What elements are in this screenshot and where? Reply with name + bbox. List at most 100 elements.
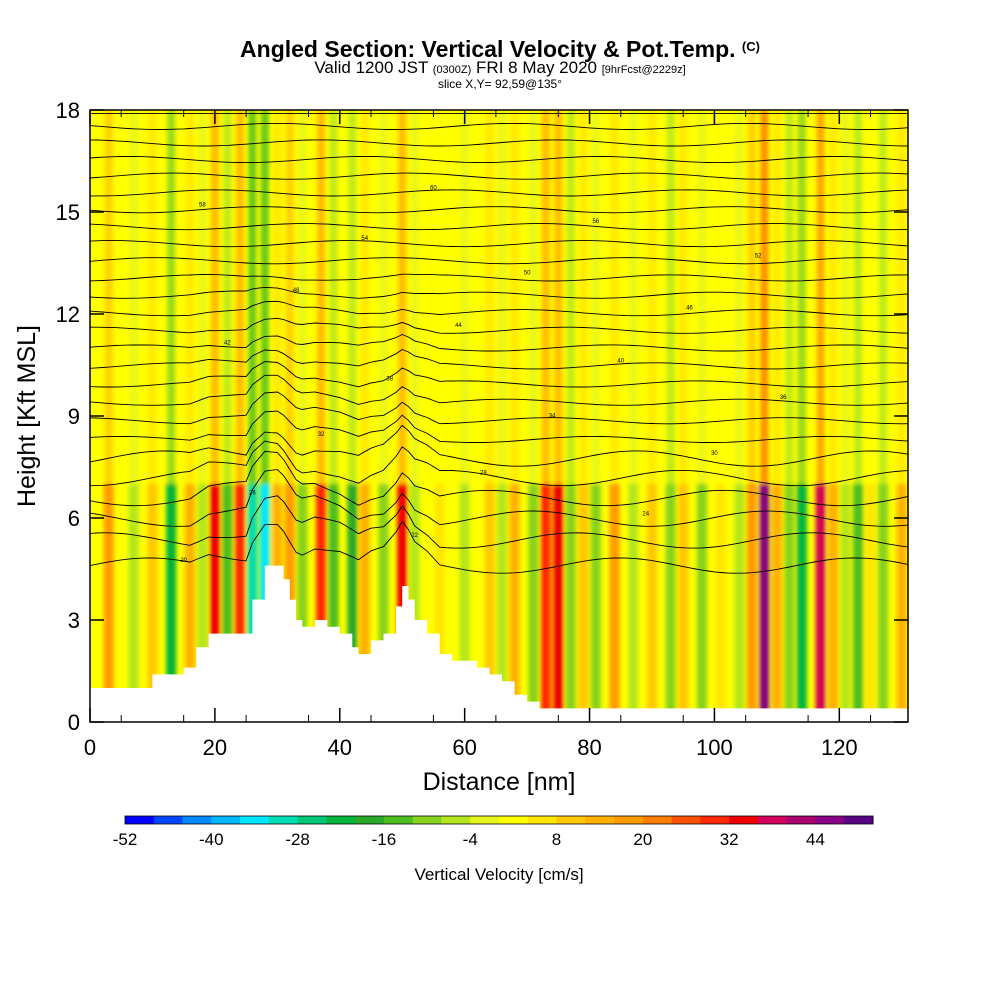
theta-contour-label: 38 [386,377,393,383]
velocity-column-upper [485,110,494,484]
x-tick-label: 120 [821,735,858,760]
theta-contour-label: 50 [524,271,531,277]
velocity-column-upper [167,110,176,484]
velocity-column [878,484,889,722]
colorbar-swatch [326,816,356,824]
velocity-column [628,484,639,722]
velocity-column-upper [379,110,388,484]
theta-contour-line [90,317,908,334]
velocity-column-upper [329,110,338,484]
colorbar-swatch [441,816,471,824]
x-tick-label: 20 [203,735,227,760]
theta-contour-line [90,206,908,214]
theta-contour-line [90,223,908,231]
x-tick-label: 80 [577,735,601,760]
theta-contour-label: 42 [224,341,231,347]
theta-contour-label: 58 [199,202,206,208]
theta-contour-label: 54 [361,236,368,242]
velocity-column-upper [735,110,744,484]
colorbar-title: Vertical Velocity [cm/s] [414,865,583,884]
velocity-column [759,484,770,722]
theta-contour-line [90,361,908,388]
velocity-column-upper [285,110,294,484]
theta-contour-label: 24 [642,511,649,517]
theta-contour-line [90,156,908,164]
velocity-column [609,484,620,722]
velocity-column-upper [198,110,207,484]
theta-contour-label: 20 [180,558,187,564]
colorbar-swatch [125,816,155,824]
velocity-column [247,484,258,722]
velocity-column [147,484,158,722]
velocity-column-upper [897,110,906,484]
x-tick-label: 40 [328,735,352,760]
theta-contours: 20 22 24 26 28 30 32 34 36 38 40 42 44 46 48 50 52 54 56 58… [90,112,908,574]
colorbar-swatch [556,816,586,824]
velocity-column [665,484,676,722]
colorbar-tick-label: -28 [285,830,310,849]
colorbar-swatch [729,816,759,824]
theta-contour-label: 26 [249,491,256,497]
theta-contour-line [90,286,908,299]
colorbar-tick-label: -52 [113,830,138,849]
theta-contour-label: 36 [780,395,787,401]
velocity-column [715,484,726,722]
velocity-column-upper [235,110,244,484]
velocity-column-upper [879,110,888,484]
velocity-column [771,484,782,722]
terrain [90,565,908,722]
velocity-column-upper [260,110,269,484]
velocity-column-upper [610,110,619,484]
y-tick-label: 9 [68,404,80,429]
colorbar-tick-label: 20 [633,830,652,849]
velocity-column [184,484,195,722]
velocity-column [578,484,589,722]
theta-contour-line [90,348,908,370]
x-tick-label: 100 [696,735,733,760]
colorbar-swatch [585,816,615,824]
theta-contour-line [90,440,908,487]
colorbar-tick-label: 8 [552,830,561,849]
velocity-column [347,484,358,722]
velocity-column-upper [398,110,407,484]
velocity-column [316,484,327,722]
valid-prefix: Valid 1200 JST [314,58,429,77]
theta-contour-label: 46 [686,305,693,311]
velocity-column [234,484,245,722]
theta-contour-label: 52 [755,253,762,259]
velocity-column [459,484,470,722]
colorbar-swatch [844,816,874,824]
velocity-column-upper [129,110,138,484]
velocity-column-upper [747,110,756,484]
velocity-column-upper [498,110,507,484]
slice-info: slice X,Y= 92,59@135° [437,77,563,91]
plot-area [90,110,908,722]
theta-contour-line [90,424,908,467]
velocity-column-upper [360,110,369,484]
velocity-column [540,484,551,722]
y-tick-label: 0 [68,710,80,735]
velocity-column-upper [697,110,706,484]
theta-contour-label: 60 [430,185,437,191]
velocity-column [784,484,795,722]
theta-contour-label: 22 [411,533,418,539]
colorbar-swatch [614,816,644,824]
y-axis-title: Height [Kft MSL] [13,325,41,507]
velocity-column-upper [148,110,157,484]
colorbar-swatch [815,816,845,824]
colorbar-swatch [297,816,327,824]
colorbar-swatch [499,816,529,824]
velocity-column-upper [647,110,656,484]
velocity-column-upper [298,110,307,484]
velocity-column-upper [566,110,575,484]
velocity-column-upper [435,110,444,484]
velocity-column-upper [854,110,863,484]
velocity-column [853,484,864,722]
velocity-column-upper [666,110,675,484]
y-tick-label: 3 [68,608,80,633]
velocity-column-upper [248,110,257,484]
colorbar: -52 -40 -28 -16 -4 8 20 32 44 Vertical Velocity [… [113,815,874,884]
theta-contour-line [90,189,908,197]
forecast-info: [9hrFcst@2229z] [601,64,686,76]
colorbar-tick-label: -16 [372,830,397,849]
